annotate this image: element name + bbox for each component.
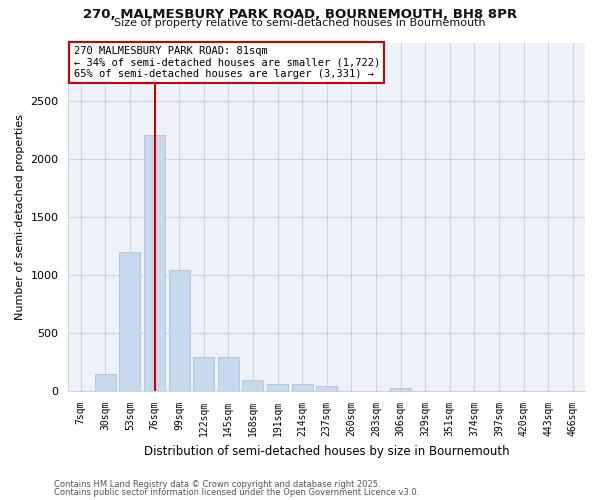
Bar bbox=[95, 374, 116, 391]
X-axis label: Distribution of semi-detached houses by size in Bournemouth: Distribution of semi-detached houses by … bbox=[144, 444, 509, 458]
Bar bbox=[292, 384, 313, 391]
Bar bbox=[193, 358, 214, 391]
Y-axis label: Number of semi-detached properties: Number of semi-detached properties bbox=[15, 114, 25, 320]
Bar bbox=[70, 390, 91, 391]
Bar bbox=[169, 270, 190, 391]
Text: Size of property relative to semi-detached houses in Bournemouth: Size of property relative to semi-detach… bbox=[114, 18, 486, 28]
Bar bbox=[218, 358, 239, 391]
Bar bbox=[119, 252, 140, 391]
Text: Contains HM Land Registry data © Crown copyright and database right 2025.: Contains HM Land Registry data © Crown c… bbox=[54, 480, 380, 489]
Bar bbox=[144, 136, 165, 391]
Text: 270, MALMESBURY PARK ROAD, BOURNEMOUTH, BH8 8PR: 270, MALMESBURY PARK ROAD, BOURNEMOUTH, … bbox=[83, 8, 517, 20]
Text: Contains public sector information licensed under the Open Government Licence v3: Contains public sector information licen… bbox=[54, 488, 419, 497]
Bar bbox=[316, 386, 337, 391]
Text: 270 MALMESBURY PARK ROAD: 81sqm
← 34% of semi-detached houses are smaller (1,722: 270 MALMESBURY PARK ROAD: 81sqm ← 34% of… bbox=[74, 46, 380, 79]
Bar bbox=[390, 388, 411, 391]
Bar bbox=[267, 384, 288, 391]
Bar bbox=[242, 380, 263, 391]
